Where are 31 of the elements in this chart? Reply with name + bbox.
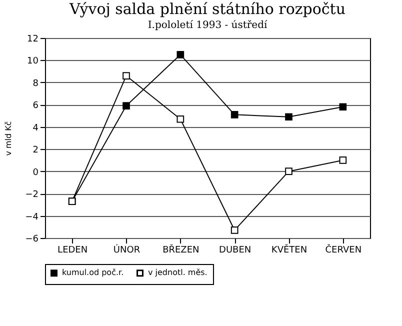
point bbox=[122, 72, 130, 80]
point bbox=[122, 102, 130, 110]
chart-subtitle: I.pololetí 1993 - ústředí bbox=[148, 20, 268, 31]
point bbox=[285, 113, 292, 121]
point bbox=[230, 226, 238, 234]
x-tick-label: BŘEZEN bbox=[162, 244, 200, 256]
y-tick-label: 4 bbox=[32, 123, 39, 134]
point bbox=[339, 156, 347, 164]
x-tick-label: DUBEN bbox=[219, 246, 252, 256]
point bbox=[285, 168, 292, 175]
y-tick-label: −2 bbox=[25, 190, 38, 200]
legend-label: v jednotl. měs. bbox=[148, 268, 208, 278]
y-tick-label: 0 bbox=[32, 168, 39, 178]
point bbox=[176, 51, 184, 58]
legend-label: kumul.od poč.r. bbox=[62, 268, 124, 278]
point bbox=[230, 111, 238, 118]
y-tick-label: 6 bbox=[32, 101, 39, 112]
y-tick-label: −4 bbox=[25, 212, 39, 222]
chart-title: Vývoj salda plnění státního rozpočtu bbox=[68, 0, 346, 18]
point bbox=[339, 103, 347, 111]
x-tick-label: KVĚTEN bbox=[271, 244, 308, 256]
y-tick-label: 10 bbox=[27, 56, 39, 67]
y-tick-label: 12 bbox=[27, 34, 38, 44]
y-axis-title: v mld Kč bbox=[4, 121, 14, 156]
point bbox=[176, 115, 184, 123]
y-tick-label: −6 bbox=[25, 234, 39, 244]
x-tick-label: ČERVEN bbox=[325, 244, 362, 256]
y-tick-label: 2 bbox=[32, 146, 38, 156]
y-tick-label: 8 bbox=[32, 78, 39, 89]
x-tick-label: ÚNOR bbox=[113, 244, 140, 256]
x-tick-label: LEDEN bbox=[58, 246, 88, 256]
